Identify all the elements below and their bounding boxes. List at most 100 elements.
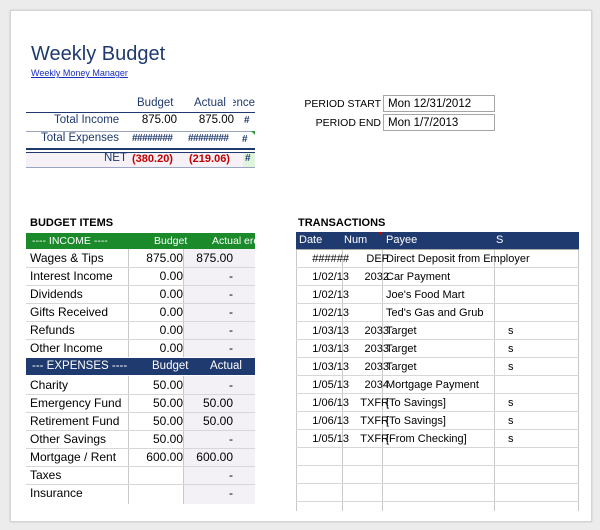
row-divider — [26, 321, 255, 322]
tx-date: 1/02/13 — [312, 307, 349, 319]
row-divider — [296, 411, 579, 412]
payee-column-header[interactable]: Payee — [386, 234, 418, 246]
transaction-row[interactable] — [296, 448, 579, 466]
income-name: Wages & Tips — [30, 251, 104, 265]
tx-date: 1/05/13 — [312, 379, 349, 391]
income-row[interactable]: Wages & Tips 875.00 875.00 — [26, 249, 255, 267]
net-difference: # — [245, 153, 251, 164]
tx-date: ###### — [312, 253, 349, 265]
tx-date: 1/02/13 — [312, 271, 349, 283]
income-diff-header: ere — [244, 235, 260, 247]
row-divider — [296, 285, 579, 286]
tx-date: 1/03/13 — [312, 343, 349, 355]
tx-num: TXFR — [360, 433, 389, 445]
row-divider — [26, 394, 255, 395]
tx-num: 2033 — [364, 361, 389, 373]
expense-actual-value: - — [229, 468, 233, 482]
summary-double-rule-a — [26, 148, 255, 150]
comment-indicator — [378, 232, 382, 236]
income-budget-value: 0.00 — [159, 269, 183, 283]
summary-mid-rule — [26, 131, 255, 132]
tx-payee: Mortgage Payment — [386, 379, 479, 391]
expense-name: Taxes — [30, 468, 62, 482]
transaction-row[interactable]: 1/03/13 2033 Target s — [296, 322, 579, 340]
income-header-label: ---- INCOME ---- — [32, 235, 108, 247]
transaction-row[interactable]: 1/06/13 TXFR [To Savings] s — [296, 394, 579, 412]
income-actual-value: - — [229, 305, 233, 319]
income-row[interactable]: Other Income 0.00 - — [26, 339, 255, 357]
spreadsheet-page: Weekly Budget Weekly Money Manager Budge… — [10, 10, 592, 522]
expense-row[interactable]: Other Savings 50.00 - — [26, 430, 255, 448]
tx-col-divider — [494, 249, 495, 511]
weekly-money-manager-link[interactable]: Weekly Money Manager — [31, 68, 128, 78]
expense-budget-value: 600.00 — [146, 450, 183, 464]
tx-payee: Car Payment — [386, 271, 451, 283]
total-expenses-difference: # — [242, 134, 248, 145]
row-divider — [296, 321, 579, 322]
total-expenses-label: Total Expenses — [41, 132, 119, 144]
expense-row[interactable]: Emergency Fund 50.00 50.00 — [26, 394, 255, 412]
transaction-row[interactable]: 1/05/13 2034 Mortgage Payment — [296, 376, 579, 394]
transaction-row[interactable]: 1/03/13 2033 Target s — [296, 358, 579, 376]
transaction-row[interactable]: ###### DEP Direct Deposit from Employer — [296, 250, 579, 268]
summary-top-rule — [26, 112, 255, 113]
total-income-difference: # — [244, 115, 250, 126]
row-divider — [296, 249, 579, 250]
net-label: NET — [104, 152, 127, 164]
transaction-row[interactable] — [296, 466, 579, 484]
row-divider — [26, 412, 255, 413]
income-row[interactable]: Interest Income 0.00 - — [26, 267, 255, 285]
tx-num: TXFR — [360, 397, 389, 409]
tx-s: s — [508, 361, 514, 373]
expenses-col-divider — [183, 376, 184, 504]
tx-num: 2032 — [364, 271, 389, 283]
row-divider — [26, 466, 255, 467]
expenses-actual-column-bg — [183, 376, 255, 504]
period-end-field[interactable]: Mon 1/7/2013 — [383, 114, 495, 131]
transaction-row[interactable]: 1/02/13 Ted's Gas and Grub — [296, 304, 579, 322]
tx-num: DEP — [366, 253, 389, 265]
net-actual: (219.06) — [189, 153, 230, 165]
tx-s: s — [508, 397, 514, 409]
transaction-row[interactable]: 1/06/13 TXFR [To Savings] s — [296, 412, 579, 430]
comment-indicator — [251, 131, 255, 135]
transaction-row[interactable]: 1/02/13 2032 Car Payment — [296, 268, 579, 286]
transaction-row[interactable] — [296, 484, 579, 502]
row-divider — [296, 429, 579, 430]
expense-row[interactable]: Insurance - — [26, 484, 255, 502]
row-divider — [26, 285, 255, 286]
income-row[interactable]: Gifts Received 0.00 - — [26, 303, 255, 321]
income-name: Other Income — [30, 341, 103, 355]
expense-row[interactable]: Taxes - — [26, 466, 255, 484]
transaction-row[interactable]: 1/03/13 2033 Target s — [296, 340, 579, 358]
tx-payee: Target — [386, 361, 417, 373]
tx-date: 1/02/13 — [312, 289, 349, 301]
income-name: Gifts Received — [30, 305, 109, 319]
tx-s: s — [508, 433, 514, 445]
income-actual-value: - — [229, 323, 233, 337]
income-header-row: ---- INCOME ---- Budget Actual ere — [26, 233, 259, 249]
tx-col-divider — [382, 249, 383, 511]
transaction-row[interactable]: 1/05/13 TXFR [From Checking] s — [296, 430, 579, 448]
expenses-col-divider — [128, 376, 129, 504]
expense-row[interactable]: Mortgage / Rent 600.00 600.00 — [26, 448, 255, 466]
income-row[interactable]: Dividends 0.00 - — [26, 285, 255, 303]
expenses-diff-header: e — [258, 360, 265, 372]
budget-items-title: BUDGET ITEMS — [30, 217, 114, 229]
tx-payee: [To Savings] — [386, 415, 446, 427]
num-column-header[interactable]: Num — [344, 234, 368, 246]
transaction-row[interactable]: 1/02/13 Joe's Food Mart — [296, 286, 579, 304]
expense-actual-value: - — [229, 432, 233, 446]
summary-difference-header: erence — [233, 97, 255, 109]
s-column-header[interactable]: S — [496, 234, 504, 246]
income-row[interactable]: Refunds 0.00 - — [26, 321, 255, 339]
period-start-field[interactable]: Mon 12/31/2012 — [383, 95, 495, 112]
tx-payee: [To Savings] — [386, 397, 446, 409]
income-budget-value: 0.00 — [159, 323, 183, 337]
row-divider — [26, 339, 255, 340]
row-divider — [296, 303, 579, 304]
expense-row[interactable]: Charity 50.00 - — [26, 376, 255, 394]
expense-name: Mortgage / Rent — [30, 450, 117, 464]
date-column-header[interactable]: Date — [299, 234, 323, 246]
expense-row[interactable]: Retirement Fund 50.00 50.00 — [26, 412, 255, 430]
